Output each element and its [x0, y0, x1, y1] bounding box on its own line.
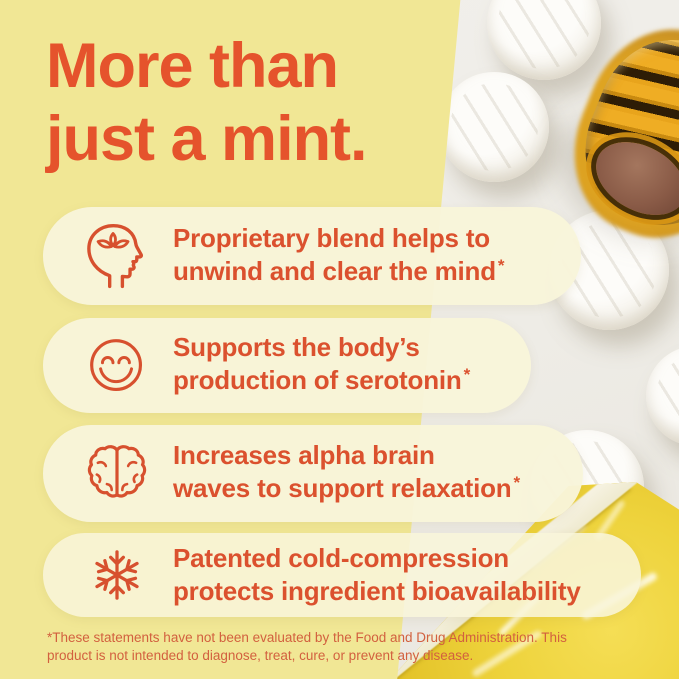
feature-pill-cold-compression: Patented cold-compression protects ingre…: [43, 533, 641, 617]
brain-icon: [79, 440, 155, 508]
feature-text: Supports the body’s production of seroto…: [173, 331, 470, 400]
smiley-face-icon: [79, 336, 155, 396]
feature-line: waves to support relaxation *: [173, 472, 520, 508]
asterisk: *: [513, 473, 520, 492]
feature-text: Increases alpha brain waves to support r…: [173, 439, 520, 508]
page-title: More than just a mint.: [46, 30, 368, 176]
disclaimer-line-1: *These statements have not been evaluate…: [47, 630, 567, 645]
fda-disclaimer: *These statements have not been evaluate…: [47, 629, 607, 664]
feature-line: production of serotonin *: [173, 364, 470, 400]
feature-line: unwind and clear the mind *: [173, 255, 505, 291]
snowflake-icon: [79, 546, 155, 604]
disclaimer-line-2: product is not intended to diagnose, tre…: [47, 647, 474, 663]
mint-tablet: [439, 72, 549, 182]
feature-text: Proprietary blend helps to unwind and cl…: [173, 222, 505, 291]
asterisk: *: [463, 365, 471, 384]
feature-pill-proprietary-blend: Proprietary blend helps to unwind and cl…: [43, 207, 581, 305]
mint-tablet: [487, 0, 601, 80]
feature-line: Patented cold-compression: [173, 543, 509, 573]
mint-tablet: [646, 346, 679, 446]
head-lotus-icon: [79, 220, 155, 292]
feature-line: Proprietary blend helps to: [173, 222, 490, 253]
asterisk: *: [497, 255, 505, 275]
feature-line: protects ingredient bioavailability: [173, 576, 581, 606]
feature-line: Increases alpha brain: [173, 440, 435, 470]
feature-line: Supports the body’s: [173, 332, 420, 362]
title-line-2: just a mint.: [46, 104, 368, 174]
feature-pill-serotonin: Supports the body’s production of seroto…: [43, 318, 531, 413]
feature-pill-alpha-waves: Increases alpha brain waves to support r…: [43, 425, 583, 522]
feature-text: Patented cold-compression protects ingre…: [173, 542, 583, 608]
title-line-1: More than: [46, 31, 339, 101]
